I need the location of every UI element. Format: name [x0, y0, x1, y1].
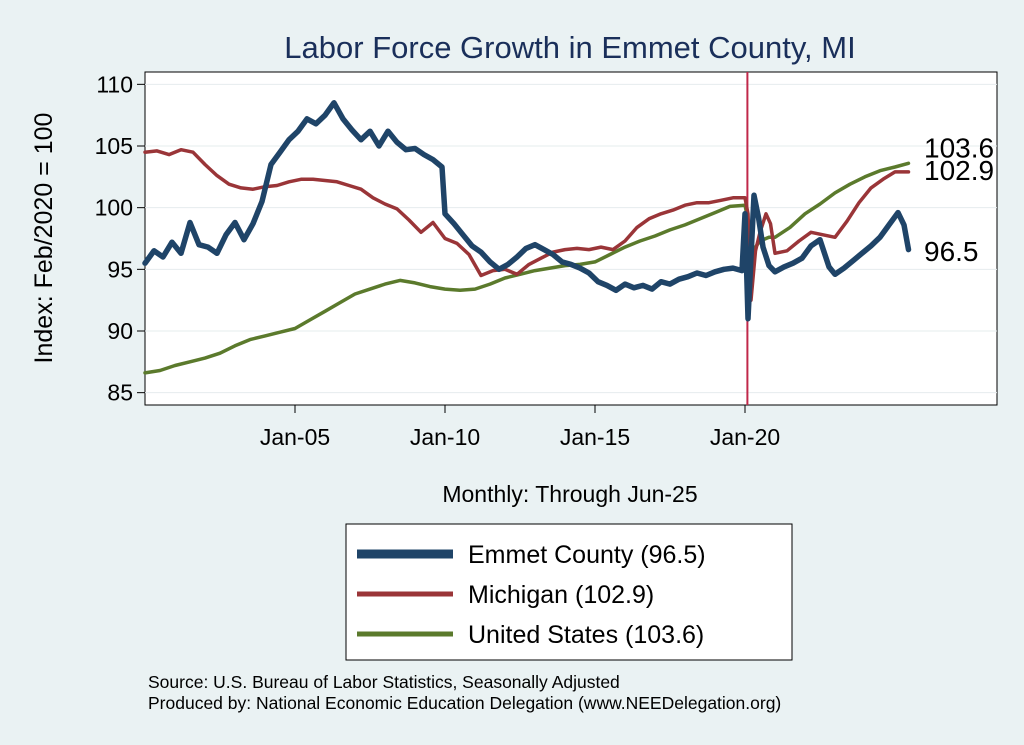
y-axis-ticks: 85 90 95 100 105 110: [95, 71, 145, 406]
x-tick-label-Jan-20: Jan-20: [710, 424, 780, 450]
chart-title: Labor Force Growth in Emmet County, MI: [284, 30, 855, 65]
y-tick-label-95: 95: [107, 256, 133, 282]
y-tick-label-105: 105: [95, 133, 133, 159]
y-tick-label-100: 100: [95, 195, 133, 221]
series-lines: [142, 100, 912, 375]
plot-area: [144, 71, 998, 406]
legend-items: Emmet County (96.5) Michigan (102.9) Unite…: [357, 541, 706, 649]
source-note: Source: U.S. Bureau of Labor Statistics,…: [148, 672, 620, 692]
end-label-emmet-county: 96.5: [924, 236, 979, 267]
end-label-michigan: 102.9: [924, 155, 994, 186]
legend-label-michigan: Michigan (102.9): [468, 581, 654, 609]
legend-label-emmet-county: Emmet County (96.5): [468, 541, 706, 569]
y-tick-label-85: 85: [107, 380, 133, 406]
x-tick-label-Jan-15: Jan-15: [560, 424, 630, 450]
x-tick-label-Jan-10: Jan-10: [410, 424, 480, 450]
end-label-united-states: 103.6: [924, 132, 994, 163]
x-tick-label-Jan-05: Jan-05: [260, 424, 330, 450]
series-line-emmet-county: [142, 100, 912, 322]
producer-note: Produced by: National Economic Education…: [148, 693, 781, 713]
x-axis-ticks: Jan-05 Jan-10 Jan-15 Jan-20: [260, 405, 780, 450]
legend: Emmet County (96.5) Michigan (102.9) Unite…: [345, 523, 793, 661]
y-axis-title: Index: Feb/2020 = 100: [30, 113, 58, 364]
legend-label-united-states: United States (103.6): [468, 621, 704, 649]
y-tick-label-90: 90: [107, 318, 133, 344]
x-axis-title: Monthly: Through Jun-25: [442, 481, 697, 507]
y-tick-label-110: 110: [96, 71, 133, 97]
